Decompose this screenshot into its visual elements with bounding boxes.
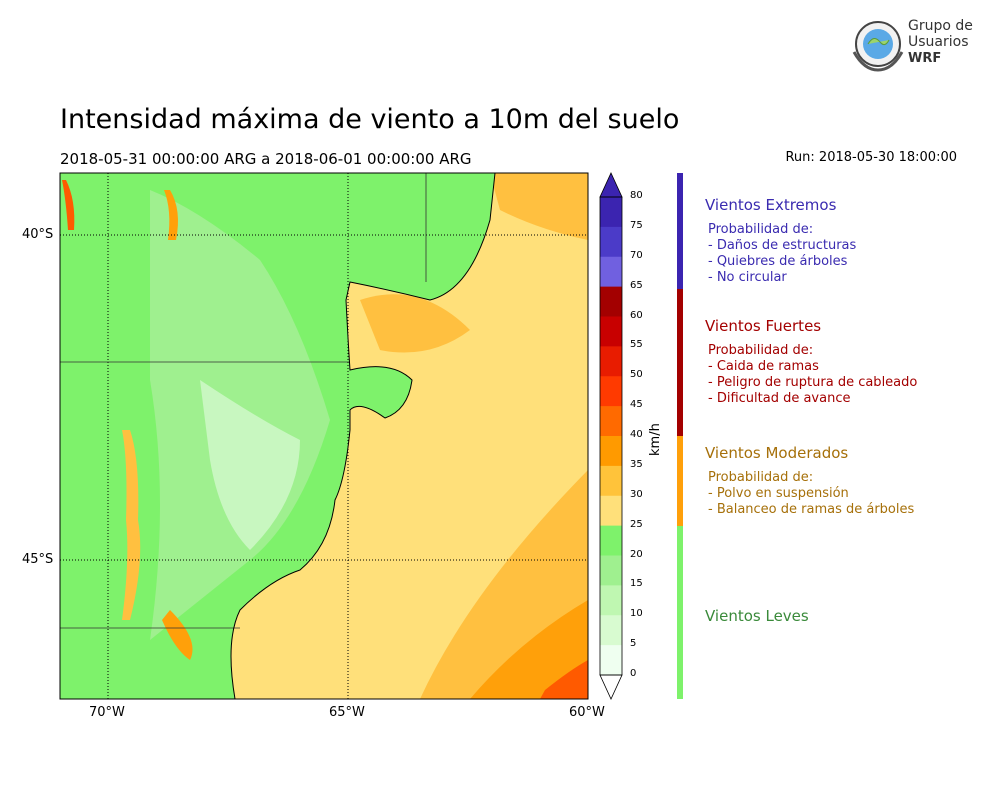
colorbar-tick-label: 5 <box>630 638 637 650</box>
colorbar-top-arrow <box>599 172 623 198</box>
category-line: Probabilidad de: <box>708 343 814 358</box>
run-timestamp: Run: 2018-05-30 18:00:00 <box>785 150 957 165</box>
andes-wind-strip-3 <box>164 190 178 240</box>
category-leves: Vientos Leves <box>705 607 809 625</box>
colorbar-band <box>600 316 622 347</box>
colorbar-tick-label: 10 <box>630 608 643 620</box>
category-bar-leves <box>677 526 683 699</box>
colorbar-band <box>600 436 622 467</box>
colorbar-tick-label: 65 <box>630 279 643 291</box>
logo-line-2: Usuarios <box>908 34 969 50</box>
colorbar-band <box>600 197 622 228</box>
colorbar-band <box>600 585 622 616</box>
category-bar-fuertes <box>677 289 683 436</box>
colorbar-bottom-arrow <box>599 674 623 700</box>
colorbar-tick-label: 30 <box>630 488 643 500</box>
colorbar-tick-label: 55 <box>630 339 643 351</box>
category-extremos: Vientos Extremos Probabilidad de: - Daño… <box>705 196 856 286</box>
logo-line-3: WRF <box>908 51 942 66</box>
andes-wind-strip-4 <box>162 610 193 660</box>
colorbar-tick-label: 35 <box>630 458 643 470</box>
land-lightest-zone <box>200 380 300 550</box>
category-line: - Balanceo de ramas de árboles <box>708 502 915 517</box>
colorbar-tick-label: 70 <box>630 249 643 261</box>
category-line: - Dificultad de avance <box>708 391 851 406</box>
colorbar-tick-label: 50 <box>630 369 643 381</box>
ocean-moderate-zone-2 <box>360 294 470 353</box>
logo-line-1: Grupo de <box>908 18 973 34</box>
lat-label-45: 45°S <box>22 552 54 567</box>
category-bar-extremos <box>677 173 683 289</box>
colorbar-band <box>600 256 622 288</box>
colorbar-band <box>600 555 622 586</box>
map-title: Intensidad máxima de viento a 10m del su… <box>60 104 680 135</box>
colorbar-tick-label: 0 <box>630 668 637 679</box>
colorbar-frame <box>599 196 623 676</box>
colorbar-tick-label: 60 <box>630 309 643 321</box>
category-line: Probabilidad de: <box>708 470 814 485</box>
colorbar-tick-label: 45 <box>630 399 643 411</box>
colorbar-tick-label: 20 <box>630 548 643 560</box>
colorbar-band <box>600 645 622 676</box>
ocean-strong-zone <box>470 600 588 699</box>
category-line: - Daños de estructuras <box>708 238 857 253</box>
category-moderados: Vientos Moderados Probabilidad de: - Pol… <box>705 444 914 518</box>
colorbar-band <box>600 525 622 556</box>
forecast-period: 2018-05-31 00:00:00 ARG a 2018-06-01 00:… <box>60 150 472 168</box>
category-line: - Peligro de ruptura de cableado <box>708 375 918 390</box>
category-line: - Caida de ramas <box>708 359 819 374</box>
colorbar-tick-label: 80 <box>630 190 643 201</box>
category-line: - Polvo en suspensión <box>708 486 849 501</box>
category-line: Probabilidad de: <box>708 222 814 237</box>
category-title: Vientos Fuertes <box>705 317 822 335</box>
lat-label-40: 40°S <box>22 227 54 242</box>
category-fuertes: Vientos Fuertes Probabilidad de: - Caida… <box>705 317 917 407</box>
colorbar-band <box>600 495 622 527</box>
lon-label-70: 70°W <box>89 705 125 720</box>
logo-text: Grupo de Usuarios WRF <box>908 18 973 67</box>
colorbar-tick-label: 25 <box>630 518 643 530</box>
lon-label-60: 60°W <box>569 705 605 720</box>
ocean-offshore-zone <box>490 173 588 240</box>
colorbar-unit: km/h <box>648 423 663 456</box>
category-title: Vientos Leves <box>705 607 809 625</box>
ocean-fuerte-spot <box>540 660 588 699</box>
colorbar-tick-label: 40 <box>630 429 643 440</box>
colorbar-tick-label: 75 <box>630 219 643 231</box>
category-bar-moderados <box>677 436 683 526</box>
category-title: Vientos Extremos <box>705 196 837 214</box>
colorbar-band <box>600 406 622 437</box>
map-frame <box>59 172 589 700</box>
category-line: - No circular <box>708 270 787 285</box>
coastline <box>230 173 496 699</box>
category-line: - Quiebres de árboles <box>708 254 848 269</box>
colorbar-band <box>600 286 622 317</box>
colorbar-tick-label: 15 <box>630 578 643 590</box>
andes-wind-strip <box>122 430 141 620</box>
colorbar-band <box>600 615 622 646</box>
lon-label-65: 65°W <box>329 705 365 720</box>
colorbar-bands <box>600 197 622 676</box>
colorbar-band <box>600 346 622 377</box>
category-title: Vientos Moderados <box>705 444 849 462</box>
andes-wind-strip-2 <box>62 180 75 230</box>
colorbar-band <box>600 376 622 407</box>
colorbar-band <box>600 226 622 258</box>
colorbar-band <box>600 465 622 497</box>
wrf-logo-icon <box>852 21 904 72</box>
